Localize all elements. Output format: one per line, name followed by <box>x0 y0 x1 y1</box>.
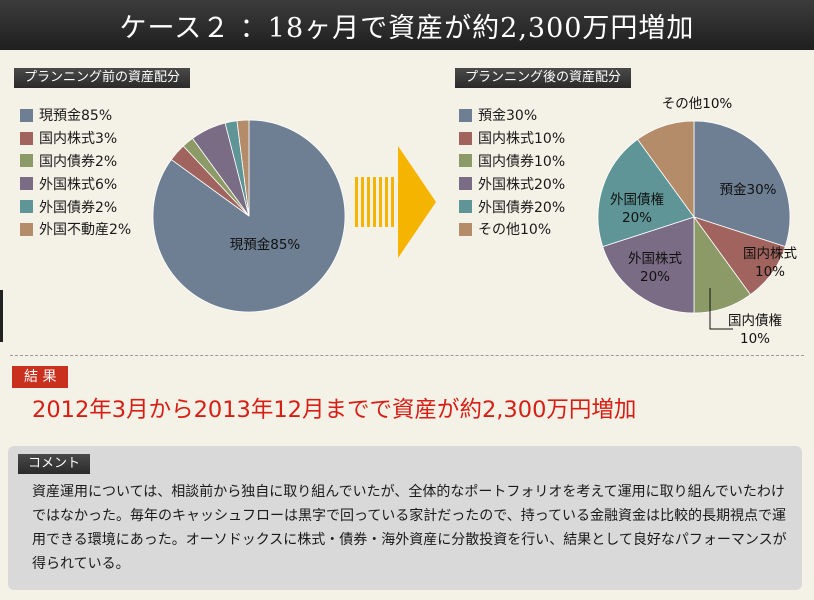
legend-swatch <box>459 108 472 122</box>
legend-item: 国内株式3% <box>20 127 131 150</box>
legend-swatch <box>459 200 472 214</box>
legend-label: 国内債券10% <box>478 153 566 170</box>
slice-label: 外国債権 20% <box>610 191 664 226</box>
legend-swatch <box>20 200 33 214</box>
pie-slice <box>693 120 791 248</box>
legend-item: 外国株式20% <box>459 172 565 195</box>
legend-swatch <box>459 177 472 191</box>
pie-0 <box>152 119 346 313</box>
page-title: ケース２ ：18ヶ月で資産が約2,300万円増加 <box>119 12 695 44</box>
legend-swatch <box>20 177 33 191</box>
legend-swatch <box>20 131 33 145</box>
arrow-head <box>398 146 436 258</box>
slice-label: 預金30% <box>719 182 776 198</box>
legend-label: 現預金85% <box>39 108 113 125</box>
arrow-stripe <box>361 177 364 227</box>
chart-after-legend: 預金30% 国内株式10% 国内債券10% 外国株式20% 外国債券20% その他10% <box>459 104 565 241</box>
legend-item: 国内債券2% <box>20 150 131 173</box>
result-label: 結 果 <box>12 366 69 388</box>
legend-swatch <box>20 222 33 236</box>
legend-item: 国内株式10% <box>459 127 565 150</box>
right-arrow-icon <box>355 146 436 258</box>
legend-swatch <box>20 154 33 168</box>
pie-slice <box>602 216 695 314</box>
legend-item: 外国債券20% <box>459 195 565 218</box>
section-divider <box>10 355 804 356</box>
legend-label: 外国株式6% <box>39 176 118 193</box>
pie-1 <box>597 120 791 314</box>
slice-label: 外国株式 20% <box>628 251 682 285</box>
header-bar: ケース２ ：18ヶ月で資産が約2,300万円増加 <box>0 0 814 50</box>
legend-swatch <box>459 131 472 145</box>
arrow-stripe <box>355 177 358 227</box>
legend-swatch <box>459 222 472 236</box>
legend-item: 預金30% <box>459 104 565 127</box>
comment-box: コメント 資産運用については、相談前から独自に取り組んでいたが、全体的なポートフ… <box>8 446 802 590</box>
legend-item: 外国債券2% <box>20 195 131 218</box>
arrow-stripe <box>373 177 376 227</box>
comment-label: コメント <box>18 454 91 474</box>
slice-label: 現預金85% <box>230 237 301 253</box>
slice-label: その他10% <box>662 96 733 112</box>
legend-label: 国内株式10% <box>478 131 566 148</box>
pie-charts: 現預金85% 預金30% 国内株式 10% 国内債権 10% 外国株式 20% 外国債権 20% そ… <box>152 96 797 347</box>
legend-label: 外国不動産2% <box>39 222 132 239</box>
left-edge-mark <box>0 290 3 342</box>
legend-label: その他10% <box>478 222 552 239</box>
legend-label: 預金30% <box>478 108 538 125</box>
slice-label: 国内株式 10% <box>743 246 797 280</box>
chart-before-title: プランニング前の資産配分 <box>14 68 191 88</box>
legend-item: 外国株式6% <box>20 172 131 195</box>
arrow-stripe <box>391 177 394 227</box>
pie-slice <box>236 119 250 217</box>
legend-item: 国内債券10% <box>459 150 565 173</box>
legend-label: 外国債券2% <box>39 199 118 216</box>
legend-label: 外国株式20% <box>478 176 566 193</box>
chart-before-legend: 現預金85% 国内株式3% 国内債券2% 外国株式6% 外国債券2% 外国不動産2% <box>20 104 131 241</box>
legend-swatch <box>459 154 472 168</box>
comment-text: 資産運用については、相談前から独自に取り組んでいたが、全体的なポートフォリオを考… <box>32 484 787 572</box>
chart-after-title: プランニング後の資産配分 <box>455 68 632 88</box>
legend-item: 外国不動産2% <box>20 218 131 241</box>
legend-item: 現預金85% <box>20 104 131 127</box>
legend-label: 外国債券20% <box>478 199 566 216</box>
arrow-stripe <box>379 177 382 227</box>
pie-slice <box>597 138 695 248</box>
result-text: 2012年3月から2013年12月までで資産が約2,300万円増加 <box>32 397 637 423</box>
leader-line <box>709 288 733 330</box>
legend-label: 国内株式3% <box>39 131 118 148</box>
legend-swatch <box>20 108 33 122</box>
pie-slice <box>637 120 695 219</box>
slice-label: 国内債権 10% <box>728 312 782 347</box>
legend-label: 国内債券2% <box>39 153 118 170</box>
legend-item: その他10% <box>459 218 565 241</box>
arrow-stripe <box>367 177 370 227</box>
arrow-stripe <box>385 177 388 227</box>
